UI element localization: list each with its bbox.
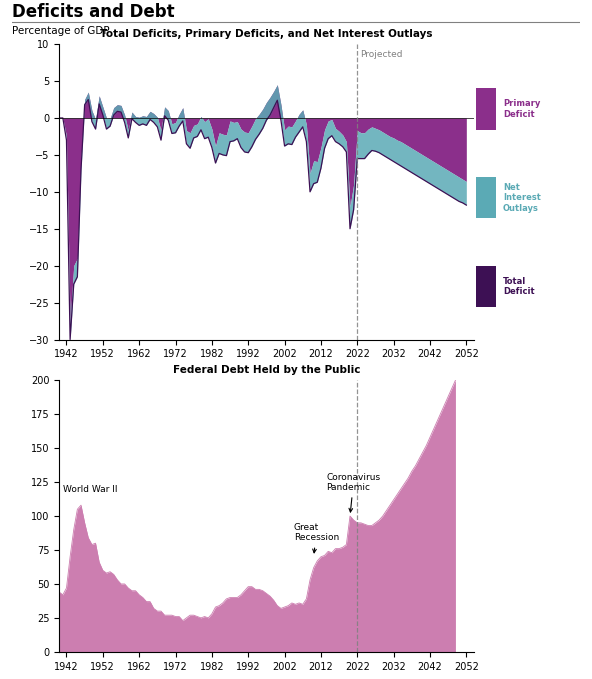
Title: Total Deficits, Primary Deficits, and Net Interest Outlays: Total Deficits, Primary Deficits, and Ne… <box>100 29 433 39</box>
Text: Deficits and Debt: Deficits and Debt <box>12 3 175 22</box>
FancyBboxPatch shape <box>476 177 496 219</box>
Text: Coronavirus
Pandemic: Coronavirus Pandemic <box>326 473 381 512</box>
Text: World War II: World War II <box>63 485 117 494</box>
Text: Projected: Projected <box>360 50 403 59</box>
Title: Federal Debt Held by the Public: Federal Debt Held by the Public <box>173 365 360 375</box>
Text: Total
Deficit: Total Deficit <box>503 276 535 296</box>
Text: Percentage of GDP: Percentage of GDP <box>12 26 110 36</box>
Text: Primary
Deficit: Primary Deficit <box>503 99 540 119</box>
Text: Great
Recession: Great Recession <box>294 523 339 553</box>
FancyBboxPatch shape <box>476 265 496 307</box>
Text: Net
Interest
Outlays: Net Interest Outlays <box>503 183 540 213</box>
FancyBboxPatch shape <box>476 88 496 130</box>
